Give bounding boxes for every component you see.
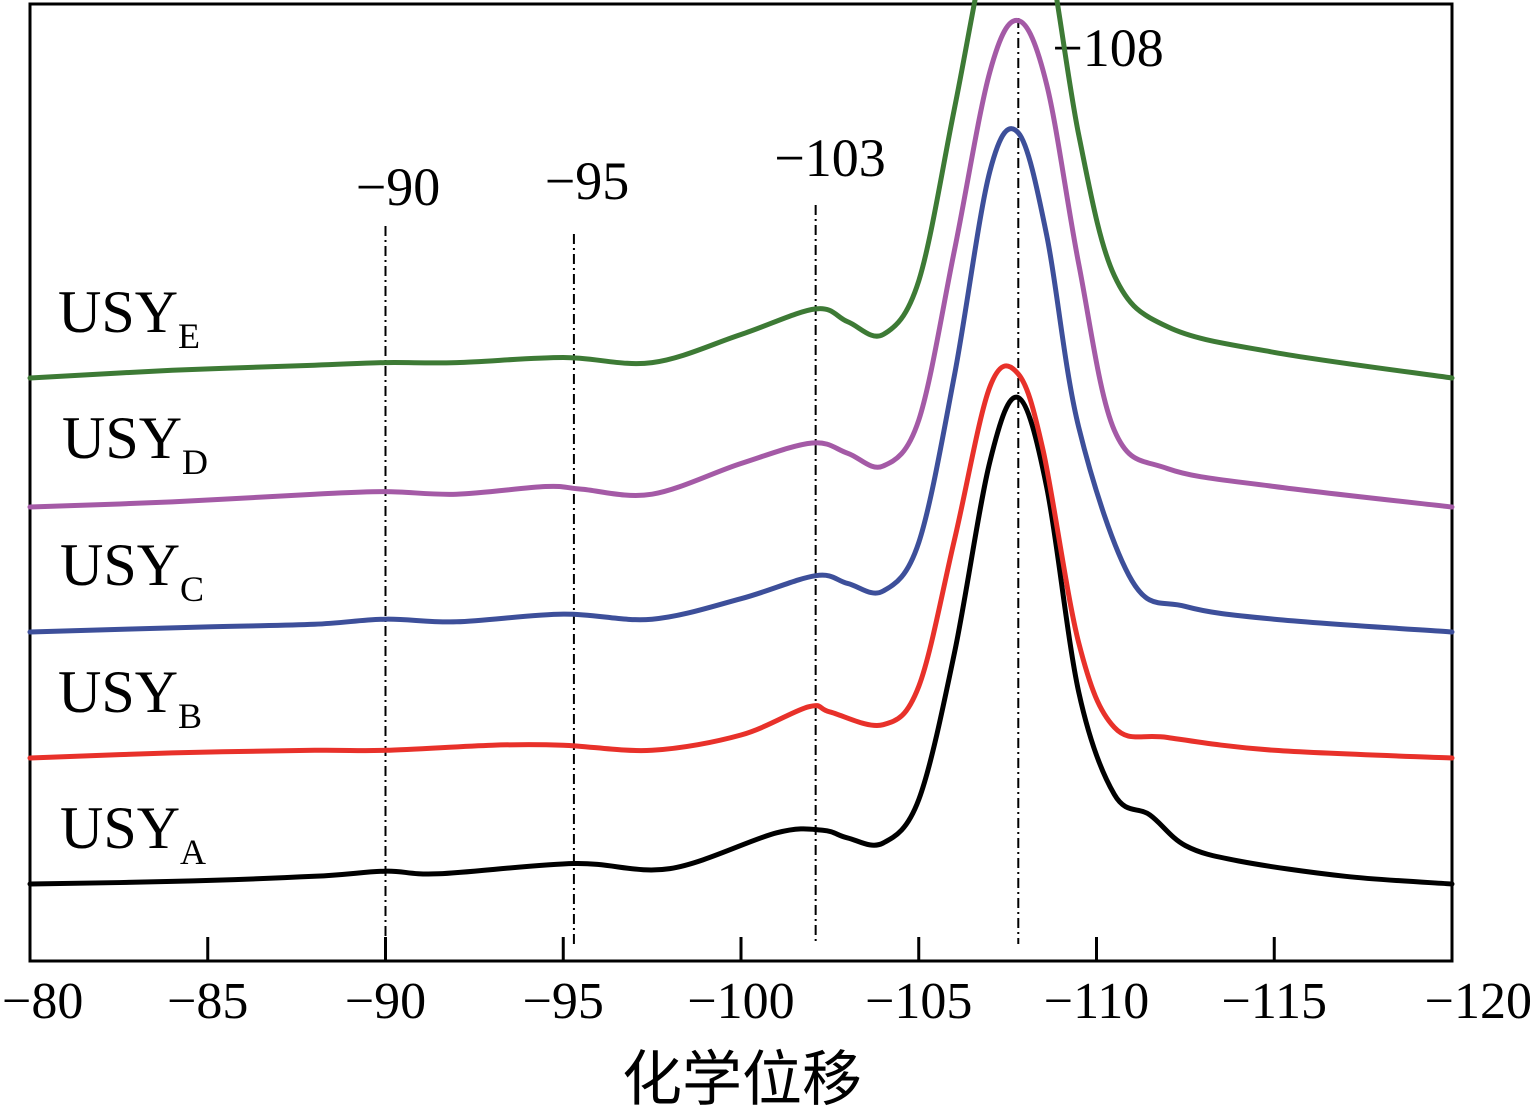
series-line-usy-a [27,394,1455,887]
reference-label: −103 [774,128,885,188]
x-axis-title: 化学位移 [622,1045,862,1112]
reference-label: −108 [1052,18,1163,78]
series-label-usy-b: USYB [58,659,202,736]
reference-label: −90 [356,157,440,217]
series-group [27,0,1455,887]
x-axis-ticks: −80 −85 −90 −95 −100 −105 −110 −115 −120 [2,937,1532,1030]
series-label-usy-d: USYD [62,405,208,482]
x-tick-label: −95 [523,973,604,1030]
series-line-usy-d [27,18,1455,510]
x-tick-label: −80 [2,973,83,1030]
reference-label: −95 [545,151,629,211]
series-label-usy-a: USYA [60,795,206,872]
series-label-usy-e: USYE [58,279,200,356]
series-label-usy-c: USYC [60,532,204,609]
x-tick-label: −115 [1222,973,1327,1030]
reference-lines: −90 −95 −103 −108 [356,18,1164,944]
series-line-usy-c [27,126,1455,635]
x-tick-label: −110 [1044,973,1149,1030]
x-tick-label: −90 [345,973,426,1030]
series-line-usy-b [27,363,1455,761]
x-tick-label: −105 [865,973,972,1030]
x-tick-label: −120 [1425,973,1532,1030]
series-labels: USYA USYB USYC USYD USYE [58,279,208,872]
x-tick-label: −85 [167,973,248,1030]
x-tick-label: −100 [687,973,794,1030]
series-line-usy-e [27,0,1455,381]
